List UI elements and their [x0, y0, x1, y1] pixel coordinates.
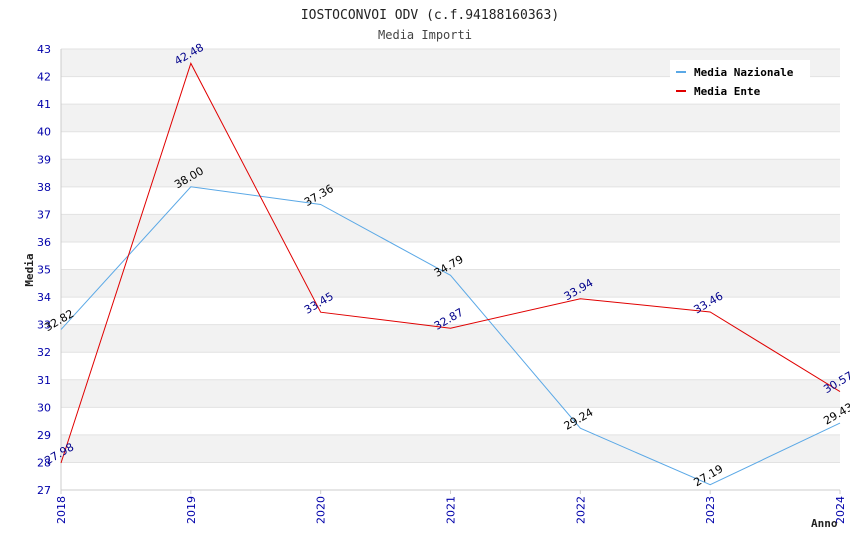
x-tick-label: 2024	[834, 496, 847, 524]
x-tick-label: 2021	[445, 496, 458, 524]
y-tick-label: 32	[37, 346, 51, 359]
y-tick-label: 39	[37, 153, 51, 166]
y-tick-label: 28	[37, 456, 51, 469]
grid-band	[61, 434, 840, 463]
grid-band	[61, 131, 840, 160]
y-tick-label: 33	[37, 319, 51, 332]
y-tick-label: 34	[37, 291, 51, 304]
x-tick-label: 2020	[315, 496, 328, 524]
x-tick-label: 2023	[704, 496, 717, 524]
grid-band	[61, 462, 840, 490]
grid-band	[61, 407, 840, 435]
y-tick-label: 30	[37, 401, 51, 414]
series-lines	[60, 62, 841, 486]
y-axis-label: Media	[23, 253, 36, 286]
y-tick-label: 27	[37, 484, 51, 497]
grid-band	[61, 379, 840, 408]
x-tick-label: 2018	[55, 496, 68, 524]
y-tick-label: 38	[37, 181, 51, 194]
grid-band	[61, 159, 840, 187]
legend-box	[670, 60, 810, 100]
y-axis-ticks: 27 28 29 30 31 32 33 34 35 36 37 38 39 40 41 42 43	[37, 43, 51, 497]
grid-band	[61, 269, 840, 298]
y-tick-label: 37	[37, 208, 51, 221]
y-tick-label: 43	[37, 43, 51, 56]
y-tick-label: 40	[37, 126, 51, 139]
y-tick-label: 41	[37, 98, 51, 111]
x-tick-label: 2022	[574, 496, 587, 524]
grid-band	[61, 104, 840, 132]
series-line-1	[60, 62, 841, 464]
series-line-0	[60, 186, 841, 486]
x-axis-ticks: 2018 2019 2020 2021 2022 2023 2024	[55, 490, 847, 524]
grid-bands	[60, 48, 840, 491]
y-tick-label: 35	[37, 264, 51, 277]
grid-band	[61, 297, 840, 325]
y-tick-label: 36	[37, 236, 51, 249]
grid-band	[61, 186, 840, 215]
x-tick-label: 2019	[185, 496, 198, 524]
y-tick-label: 31	[37, 374, 51, 387]
legend-label: Media Ente	[694, 85, 761, 98]
x-axis-label: Anno	[811, 517, 838, 530]
y-tick-label: 42	[37, 71, 51, 84]
chart-subtitle: Media Importi	[378, 28, 472, 42]
legend: Media Nazionale Media Ente	[670, 60, 810, 100]
grid-band	[61, 352, 840, 380]
legend-label: Media Nazionale	[694, 66, 794, 79]
grid-band	[61, 324, 840, 353]
grid-band	[61, 241, 840, 270]
grid-band	[61, 214, 840, 242]
y-tick-label: 29	[37, 429, 51, 442]
chart-title: IOSTOCONVOI ODV (c.f.94188160363)	[301, 8, 559, 23]
